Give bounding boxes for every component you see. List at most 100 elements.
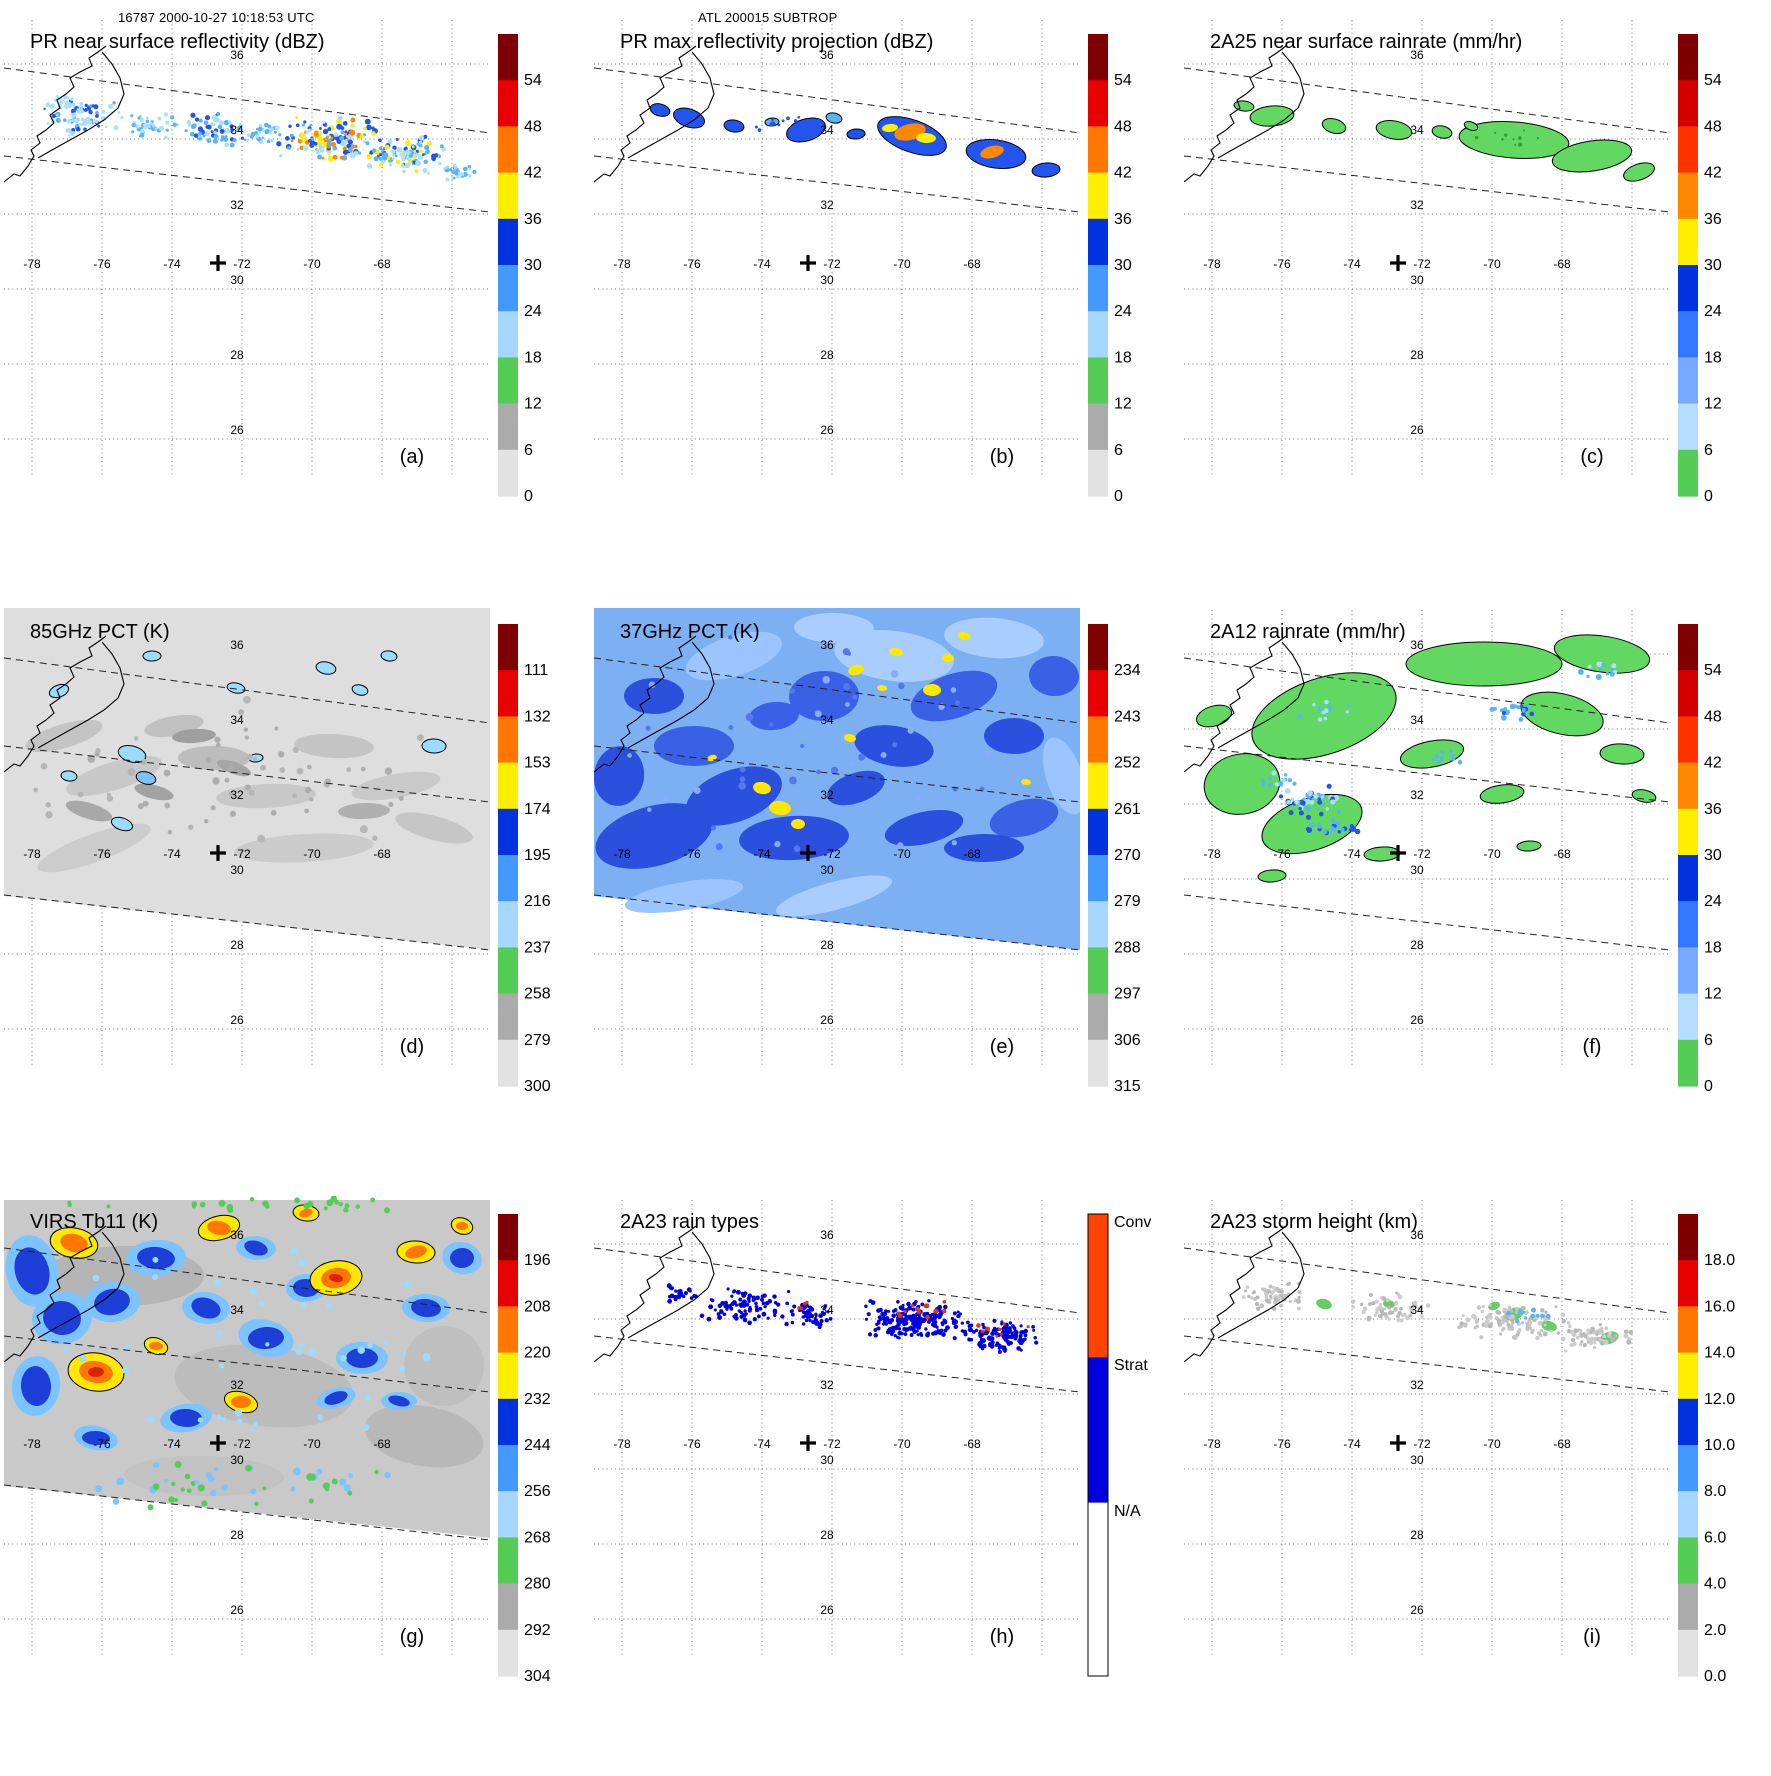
colorbar-tick: 14.0 [1704,1345,1735,1362]
data-dot [1434,753,1439,758]
data-dot [1556,1331,1561,1335]
data-dot [246,133,251,138]
data-dot [755,1295,760,1300]
data-dot [781,119,785,123]
colorbar-segment [1678,80,1698,127]
colorbar-tick: 18 [1704,349,1722,366]
data-dot [296,147,300,151]
data-dot [911,1307,916,1312]
lat-label: 36 [1410,638,1424,652]
data-patch [216,783,316,809]
data-patch [248,1326,284,1350]
data-dot [362,126,367,131]
colorbar-tick: 237 [524,939,551,956]
data-dot [219,128,225,134]
data-dot [802,1305,807,1310]
data-patch [124,1455,284,1497]
data-dot [873,1328,878,1332]
data-dot [95,110,99,115]
data-dot [900,1307,905,1311]
colorbar-tick: 244 [524,1437,551,1454]
swath-edge-lines [3,1247,491,1541]
data-dot [263,122,269,128]
data-dot [195,117,200,122]
data-dot [174,1460,182,1468]
colorbar-segment [1088,172,1108,220]
data-dot [727,1304,733,1309]
data-dot [55,95,60,99]
data-dot [1317,807,1321,811]
data-dot [384,144,390,151]
data-patch [395,812,473,844]
data-dot [1284,788,1291,794]
colorbar-segment [498,762,518,810]
data-dot [1590,1328,1595,1333]
colorbar-segment [498,265,518,312]
data-dot [404,140,411,147]
data-dot [1592,1345,1597,1350]
data-dot [101,109,106,114]
colorbar-tick: 6.0 [1704,1529,1726,1546]
lat-label: 36 [230,638,244,652]
data-dot [467,174,472,178]
data-dot [216,1414,222,1420]
coastline-mainland [593,1225,697,1363]
lon-label: -70 [303,847,321,861]
coastline [3,1225,125,1363]
data-dot [926,1331,931,1335]
map-grid [594,20,1080,476]
data-dot [296,767,304,775]
colorbar-i: 18.0 16.0 14.0 12.0 10.0 8.0 6.0 4.0 2.0 0.0 [1678,1214,1735,1685]
axis-labels: -78 -76 -74 -72 -70 -68 36 34 32 30 28 26 [23,1228,391,1617]
data-dot [93,118,97,122]
data-dot [804,1318,809,1323]
data-dot [732,1289,736,1294]
data-dot [1505,1319,1509,1324]
data-patch [1021,778,1031,786]
data-dot [768,722,774,727]
data-dot [217,124,223,130]
data-dot [327,138,332,143]
data-dot [667,1298,673,1304]
colorbar-tick: 36 [1704,801,1722,818]
lat-label: 36 [820,1228,834,1242]
data-dot [669,1293,675,1299]
colorbar-tick: 18.0 [1704,1252,1735,1269]
data-dot [746,1296,751,1301]
data-dot [1374,1299,1379,1304]
colorbar-segment [498,1491,518,1538]
colorbar-segment [498,403,518,451]
data-dot [224,142,229,148]
data-dot [258,123,263,128]
colorbar-segment [1678,624,1698,671]
panel-e: -78 -76 -74 -72 -70 -68 36 34 32 30 28 26 37GHz PCT … [593,596,1177,1181]
data-patch [231,1395,251,1409]
data-dot [250,1428,255,1433]
data-dot [793,845,801,853]
data-dot [987,1335,992,1340]
data-dot [828,1317,833,1321]
data-patch [1257,869,1287,883]
data-dot [427,171,431,175]
lon-label: -74 [753,847,771,861]
data-dot [780,1314,785,1319]
data-dot [786,116,790,121]
data-dot [1569,1343,1574,1347]
data-dot [420,149,424,153]
coastline-mainland [1183,45,1287,183]
data-dot [1449,749,1453,753]
data-dot [1573,1328,1578,1333]
map-grid [594,1200,1080,1656]
colorbar-tick: 174 [524,801,551,818]
data-dot [363,133,367,137]
map-grid [1184,20,1670,476]
data-dot [1002,1322,1006,1326]
data-dot [290,139,294,143]
data-dot [772,1308,778,1314]
data-dot [106,795,114,802]
data-dot [439,144,444,149]
data-dot [214,1466,219,1472]
data-dot [735,1289,741,1295]
data-dot [852,694,858,700]
data-dot [62,99,65,103]
